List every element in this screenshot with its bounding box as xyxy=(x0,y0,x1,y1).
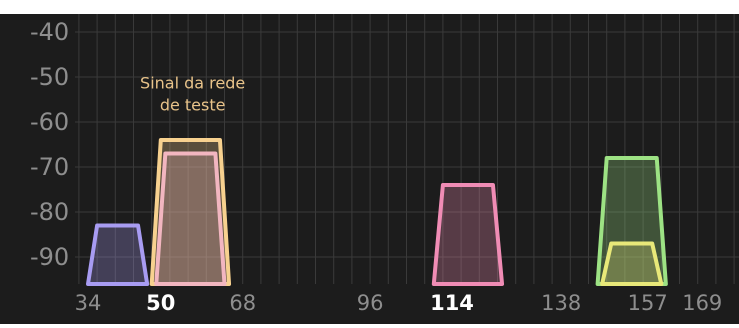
channel-signal-series-1 xyxy=(86,223,150,286)
annotation-label: Sinal da rede xyxy=(140,74,245,93)
y-tick-label: -50 xyxy=(30,63,69,91)
x-tick-label: 157 xyxy=(628,291,668,315)
x-tick-label: 96 xyxy=(357,291,384,315)
header-caption xyxy=(0,0,739,14)
channel-signal-series-3 xyxy=(154,151,227,286)
y-tick-label: -80 xyxy=(30,198,69,226)
x-tick-label: 50 xyxy=(146,291,175,315)
x-tick-label: 138 xyxy=(541,291,581,315)
y-tick-label: -90 xyxy=(30,243,69,271)
x-tick-label: 169 xyxy=(682,291,722,315)
chart-background xyxy=(0,14,739,324)
x-tick-label: 114 xyxy=(430,291,474,315)
y-tick-label: -70 xyxy=(30,153,69,181)
channel-signal-series-6 xyxy=(600,241,664,286)
x-tick-label: 68 xyxy=(229,291,256,315)
annotation-label: de teste xyxy=(160,96,226,115)
channel-signal-series-4 xyxy=(431,183,505,286)
y-tick-label: -40 xyxy=(30,18,69,46)
x-tick-label: 34 xyxy=(75,291,102,315)
y-tick-label: -60 xyxy=(30,108,69,136)
